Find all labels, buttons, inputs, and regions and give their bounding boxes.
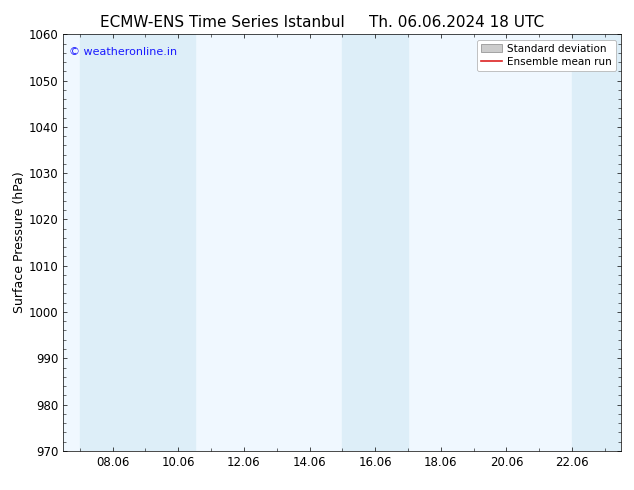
Bar xyxy=(342,34,375,451)
Text: © weatheronline.in: © weatheronline.in xyxy=(69,47,177,57)
Text: Th. 06.06.2024 18 UTC: Th. 06.06.2024 18 UTC xyxy=(369,15,544,30)
Bar xyxy=(375,34,408,451)
Y-axis label: Surface Pressure (hPa): Surface Pressure (hPa) xyxy=(13,172,26,314)
Bar xyxy=(572,34,621,451)
Legend: Standard deviation, Ensemble mean run: Standard deviation, Ensemble mean run xyxy=(477,40,616,71)
Bar xyxy=(80,34,145,451)
Bar xyxy=(145,34,195,451)
Text: ECMW-ENS Time Series Istanbul: ECMW-ENS Time Series Istanbul xyxy=(100,15,344,30)
